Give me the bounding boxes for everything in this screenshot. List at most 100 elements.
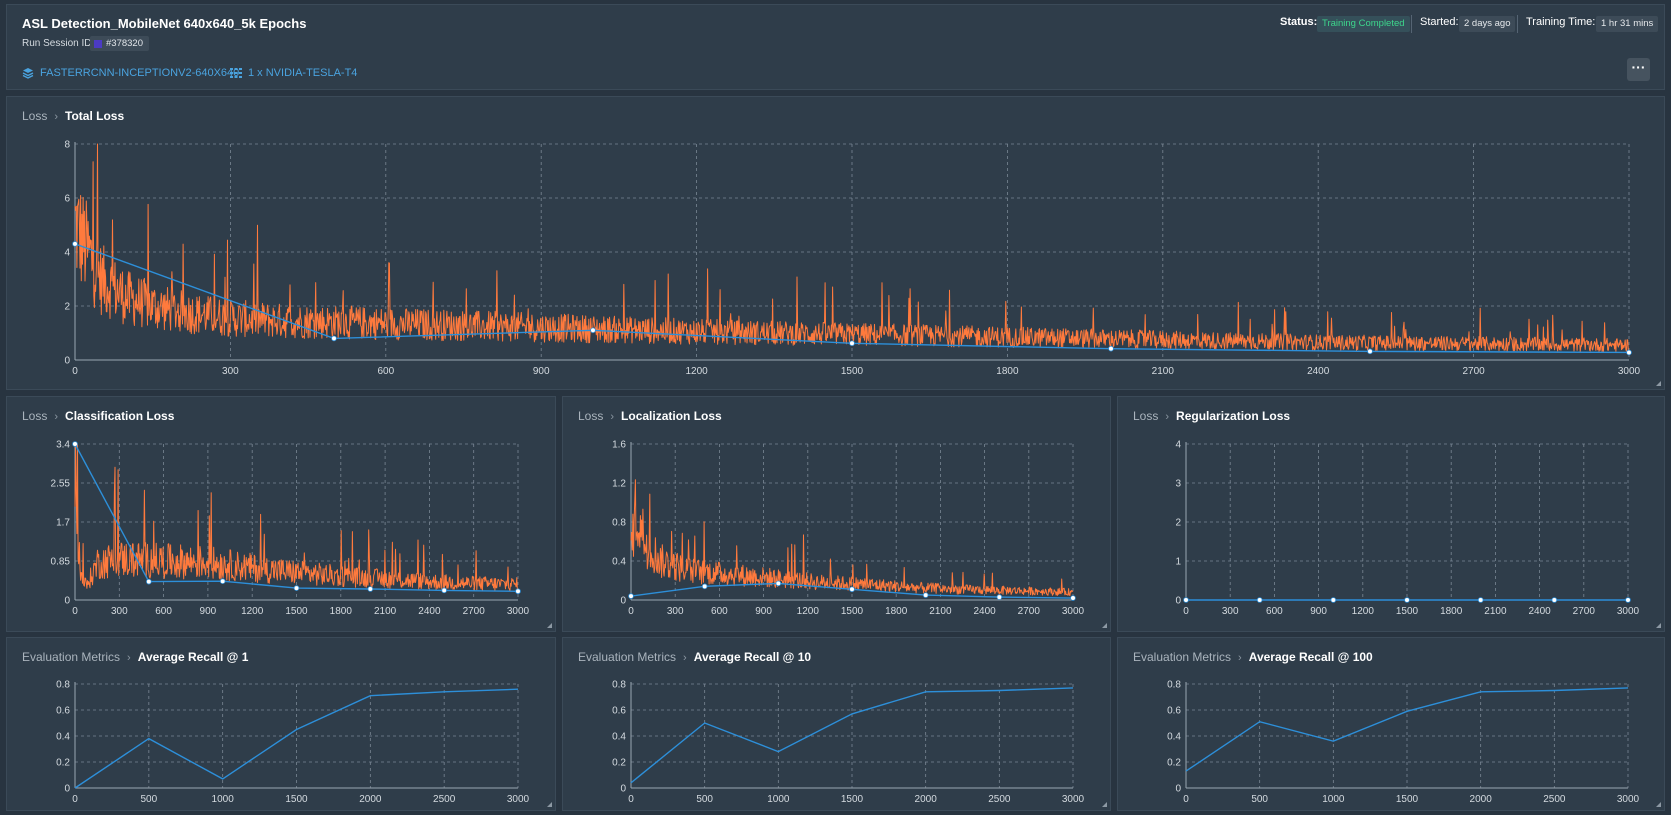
regularization-loss-chart[interactable]: 0 300 600 900 1200 1500 1800 2100 2400 2700 3000 0 1… [1118, 397, 1666, 633]
x-tick-label: 0 [72, 794, 78, 805]
x-tick-label: 600 [1266, 606, 1283, 617]
x-tick-label: 3000 [507, 606, 530, 617]
regularization-loss-panel: Loss › Regularization Loss 0 300 600 900 1200 1… [1117, 396, 1665, 632]
panel-title: Loss › Localization Loss [578, 409, 722, 423]
breadcrumb-parent[interactable]: Loss [22, 109, 48, 123]
total-loss-chart[interactable]: 0 300 600 900 1200 1500 1800 2100 2400 2700 3000 0 2… [7, 97, 1666, 391]
smoothed-series-line [630, 687, 1074, 784]
resize-handle[interactable] [1656, 802, 1661, 807]
data-point [1183, 597, 1189, 603]
breadcrumb-parent[interactable]: Loss [1133, 409, 1159, 423]
breadcrumb-parent[interactable]: Evaluation Metrics [578, 650, 677, 664]
average-recall-1-panel: Evaluation Metrics › Average Recall @ 1 0 5… [6, 637, 556, 811]
y-tick-label: 2.55 [51, 479, 71, 490]
x-tick-label: 2400 [418, 606, 441, 617]
chevron-right-icon: › [683, 652, 687, 664]
breadcrumb-parent[interactable]: Loss [22, 409, 48, 423]
chevron-right-icon: › [1165, 411, 1170, 423]
smoothed-series-line [74, 688, 519, 789]
x-tick-label: 1000 [212, 794, 235, 805]
localization-loss-chart[interactable]: 0 300 600 900 1200 1500 1800 2100 2400 2700 3000 0 0… [563, 397, 1112, 633]
data-point [590, 327, 596, 334]
x-tick-label: 1000 [1322, 794, 1345, 805]
x-tick-label: 300 [667, 606, 684, 617]
run-header: ASL Detection_MobileNet 640x640_5k Epoch… [6, 4, 1665, 90]
chevron-right-icon: › [54, 411, 59, 423]
breadcrumb-parent[interactable]: Evaluation Metrics [1133, 650, 1232, 664]
x-tick-label: 900 [200, 606, 217, 617]
panel-title: Evaluation Metrics › Average Recall @ 10 [578, 650, 811, 664]
gpu-chip[interactable]: 1 x NVIDIA-TESLA-T4 [230, 67, 357, 79]
model-chip[interactable]: FASTERRCNN-INCEPTIONV2-640X640 [22, 67, 239, 79]
y-tick-label: 0 [64, 596, 70, 607]
y-tick-label: 0.8 [56, 680, 70, 691]
x-tick-label: 1800 [330, 606, 353, 617]
chart-title: Average Recall @ 10 [693, 650, 812, 664]
x-tick-label: 2100 [1484, 606, 1507, 617]
y-tick-label: 1.7 [56, 518, 70, 529]
x-tick-label: 3000 [1617, 606, 1640, 617]
divider [1411, 15, 1412, 33]
panel-title: Loss › Classification Loss [22, 409, 174, 423]
resize-handle[interactable] [1102, 802, 1107, 807]
average-recall-10-chart[interactable]: 0 500 1000 1500 2000 2500 3000 0 0.2 0.4 0.6 0.8 [563, 638, 1112, 812]
resize-handle[interactable] [1102, 623, 1107, 628]
status-label: Status: [1280, 16, 1318, 28]
breadcrumb-parent[interactable]: Evaluation Metrics [22, 650, 121, 664]
x-tick-label: 3000 [1617, 794, 1640, 805]
chart-title: Average Recall @ 100 [1248, 650, 1373, 664]
x-tick-label: 0 [72, 606, 78, 617]
run-session-id: #378320 [106, 38, 143, 49]
y-tick-label: 0.4 [1167, 732, 1181, 743]
average-recall-100-chart[interactable]: 0 500 1000 1500 2000 2500 3000 0 0.2 0.4 0.6 0.8 [1118, 638, 1666, 812]
data-point [1108, 345, 1114, 352]
y-tick-label: 0 [1175, 784, 1181, 795]
x-tick-label: 3000 [507, 794, 530, 805]
resize-handle[interactable] [547, 802, 552, 807]
panel-title: Loss › Total Loss [22, 109, 124, 123]
y-tick-label: 0.85 [51, 557, 71, 568]
x-tick-label: 1500 [841, 606, 864, 617]
y-tick-label: 0.2 [612, 758, 626, 769]
y-tick-label: 0.6 [56, 706, 70, 717]
data-point [72, 241, 78, 247]
run-session-id-badge[interactable]: #378320 [90, 36, 149, 51]
y-tick-label: 0.2 [1167, 758, 1181, 769]
y-tick-label: 8 [64, 140, 70, 151]
x-tick-label: 900 [1310, 606, 1327, 617]
x-tick-label: 300 [1222, 606, 1239, 617]
x-tick-label: 1800 [996, 366, 1019, 377]
x-tick-label: 0 [72, 366, 78, 377]
y-tick-label: 3.4 [56, 440, 70, 451]
x-tick-label: 500 [696, 794, 713, 805]
more-options-button[interactable]: ··· [1627, 58, 1650, 81]
data-point [441, 587, 447, 594]
x-tick-label: 2000 [359, 794, 382, 805]
data-point [1404, 597, 1410, 603]
x-tick-label: 900 [755, 606, 772, 617]
total-loss-panel: Loss › Total Loss 0 300 600 900 1200 1500 1800 21… [6, 96, 1665, 390]
y-tick-label: 0.4 [612, 732, 626, 743]
data-point [293, 585, 300, 591]
x-tick-label: 0 [628, 606, 634, 617]
classification-loss-chart[interactable]: 0 300 600 900 1200 1500 1800 2100 2400 2700 3000 0 0… [7, 397, 557, 633]
x-tick-label: 0 [1183, 794, 1189, 805]
resize-handle[interactable] [547, 623, 552, 628]
y-tick-label: 0.6 [1167, 706, 1181, 717]
chevron-right-icon: › [610, 411, 615, 423]
y-tick-label: 0.2 [56, 758, 70, 769]
x-tick-label: 1200 [1352, 606, 1375, 617]
breadcrumb-parent[interactable]: Loss [578, 409, 604, 423]
x-tick-label: 2500 [988, 794, 1011, 805]
y-tick-label: 0.8 [612, 518, 626, 529]
resize-handle[interactable] [1656, 381, 1661, 386]
x-tick-label: 600 [155, 606, 172, 617]
x-tick-label: 3000 [1062, 606, 1085, 617]
resize-handle[interactable] [1656, 623, 1661, 628]
x-tick-label: 600 [377, 366, 394, 377]
x-tick-label: 1000 [767, 794, 790, 805]
x-tick-label: 600 [711, 606, 728, 617]
y-tick-label: 4 [64, 248, 70, 259]
x-tick-label: 1200 [685, 366, 708, 377]
average-recall-1-chart[interactable]: 0 500 1000 1500 2000 2500 3000 0 0.2 0.4 0.6 0.8 [7, 638, 557, 812]
